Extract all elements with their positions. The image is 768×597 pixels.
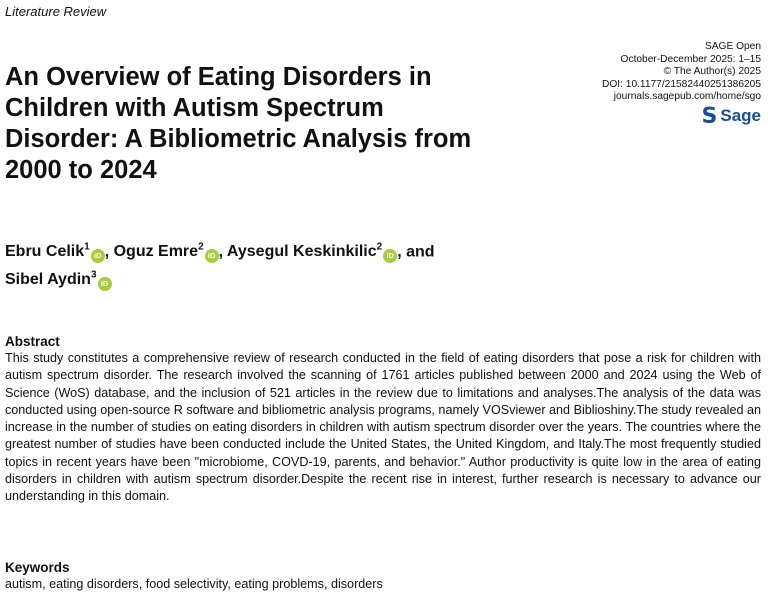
affiliation: 2 [376, 242, 383, 253]
author[interactable]: Ebru Celik1iD [5, 242, 105, 264]
orcid-icon[interactable]: iD [383, 249, 398, 264]
author[interactable]: Aysegul Keskinkilic2iD [226, 242, 398, 264]
author[interactable]: Sibel Aydin3iD [5, 269, 112, 291]
separator: , [104, 243, 114, 261]
author-name: Aysegul Keskinkilic [226, 243, 377, 261]
affiliation: 1 [84, 242, 90, 253]
journal-meta: SAGE Open October-December 2025: 1–15 © … [602, 41, 762, 128]
article-title: An Overview of Eating Disorders in Child… [5, 63, 472, 184]
doi[interactable]: DOI: 10.1177/21582440251386205 [602, 78, 761, 90]
sage-s-icon: 𝗦 [701, 102, 718, 128]
author-list: Ebru Celik1iD, Oguz Emre2iD, Aysegul Kes… [5, 236, 525, 291]
journal-url[interactable]: journals.sagepub.com/home/sgo [613, 91, 761, 103]
sage-logo-text: Sage [720, 105, 761, 125]
orcid-icon[interactable]: iD [204, 249, 219, 264]
author-name: Oguz Emre [113, 243, 199, 261]
journal-name: SAGE Open [704, 41, 761, 52]
copyright: © The Author(s) 2025 [663, 66, 761, 78]
abstract-text: This study constitutes a comprehensive r… [5, 351, 761, 504]
separator: , and [397, 243, 435, 261]
section-label: Literature Review [5, 4, 107, 19]
journal-issue: October-December 2025: 1–15 [620, 53, 761, 65]
author-name: Ebru Celik [5, 243, 85, 261]
affiliation: 3 [90, 269, 97, 281]
affiliation: 2 [198, 242, 204, 253]
author-name: Sibel Aydin [5, 270, 91, 288]
author[interactable]: Oguz Emre2iD [113, 242, 219, 264]
orcid-icon[interactable]: iD [97, 276, 112, 291]
keywords-text: autism, eating disorders, food selectivi… [5, 577, 383, 591]
sage-logo: 𝗦 Sage [602, 102, 762, 128]
keywords-heading: Keywords [5, 560, 70, 575]
orcid-icon[interactable]: iD [90, 249, 105, 264]
abstract-heading: Abstract [5, 334, 60, 349]
separator: , [218, 243, 227, 261]
